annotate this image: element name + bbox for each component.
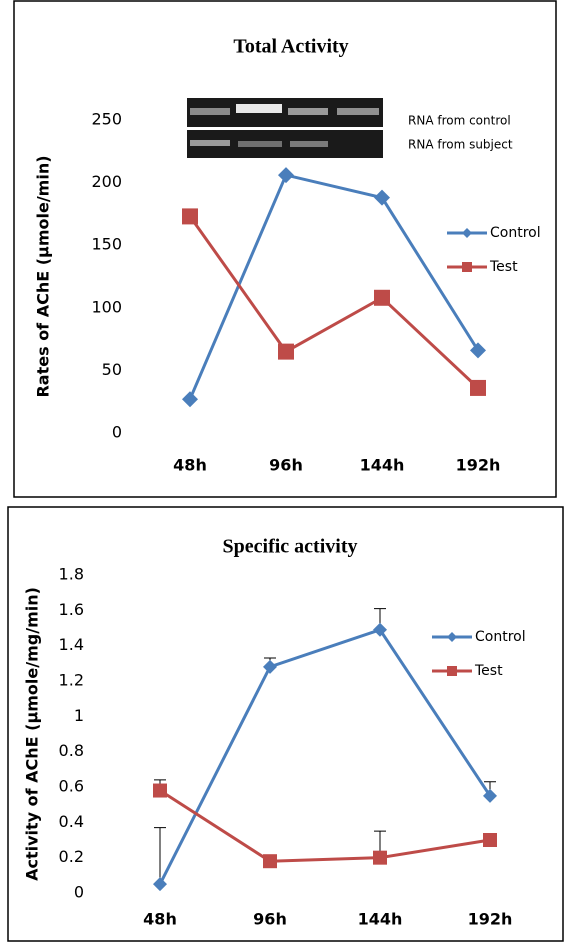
marker xyxy=(182,208,198,224)
marker xyxy=(263,854,277,868)
y-tick-label: 1.8 xyxy=(59,565,84,584)
annotation: RNA from control xyxy=(408,114,511,128)
y-tick-label: 100 xyxy=(91,297,122,316)
y-tick-label: 1.2 xyxy=(59,671,84,690)
marker xyxy=(278,344,294,360)
y-tick-label: 0.2 xyxy=(59,847,84,866)
marker xyxy=(483,833,497,847)
marker xyxy=(374,290,390,306)
chart-title: Specific activity xyxy=(223,536,358,558)
x-tick-label: 144h xyxy=(360,456,405,475)
annotation: RNA from subject xyxy=(408,138,513,152)
y-axis-label: Rates of AChE (µmole/min) xyxy=(34,155,53,397)
y-tick-label: 0 xyxy=(74,883,84,902)
y-tick-label: 200 xyxy=(91,172,122,191)
marker xyxy=(153,784,167,798)
x-tick-label: 144h xyxy=(358,910,403,929)
y-tick-label: 150 xyxy=(91,235,122,254)
x-tick-label: 96h xyxy=(253,910,287,929)
x-tick-label: 48h xyxy=(173,456,207,475)
x-tick-label: 96h xyxy=(269,456,303,475)
y-tick-label: 0.4 xyxy=(59,812,84,831)
y-axis-label: Activity of AChE (µmole/mg/min) xyxy=(23,587,42,881)
marker xyxy=(470,380,486,396)
chart-title: Total Activity xyxy=(233,36,348,58)
y-tick-label: 1 xyxy=(74,706,84,725)
y-tick-label: 0.8 xyxy=(59,741,84,760)
legend-label: Test xyxy=(489,259,518,275)
x-tick-label: 192h xyxy=(456,456,501,475)
chart-frame xyxy=(8,507,563,941)
y-tick-label: 0.6 xyxy=(59,777,84,796)
x-tick-label: 192h xyxy=(468,910,513,929)
legend-label: Control xyxy=(475,629,526,645)
legend-marker xyxy=(462,262,472,272)
y-tick-label: 50 xyxy=(102,360,122,379)
marker xyxy=(373,851,387,865)
y-tick-label: 250 xyxy=(91,110,122,129)
legend-label: Control xyxy=(490,225,541,241)
legend-marker xyxy=(447,666,457,676)
legend-label: Test xyxy=(474,663,503,679)
page: RNA from control RNA from subject Total … xyxy=(0,0,571,942)
y-tick-label: 1.4 xyxy=(59,635,84,654)
y-tick-label: 1.6 xyxy=(59,600,84,619)
y-tick-label: 0 xyxy=(112,423,122,442)
x-tick-label: 48h xyxy=(143,910,177,929)
